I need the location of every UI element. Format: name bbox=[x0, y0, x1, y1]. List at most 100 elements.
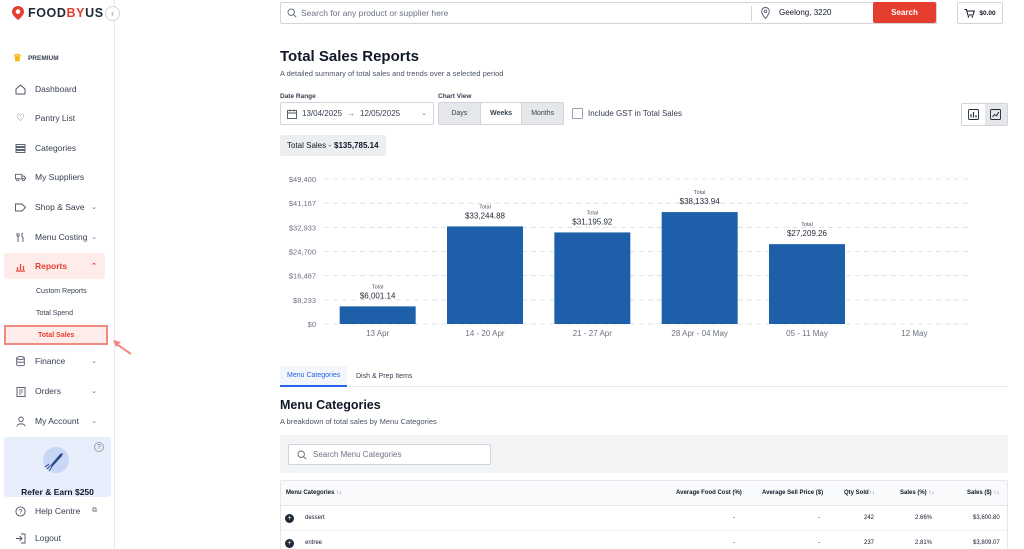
cell-sales-pct: 2.81% bbox=[915, 540, 933, 546]
checkbox-box[interactable] bbox=[572, 108, 583, 119]
heart-icon: ♡ bbox=[16, 112, 25, 124]
y-tick-label: $16,467 bbox=[289, 272, 316, 281]
sidebar-item-pantry-list[interactable]: ♡ Pantry List bbox=[4, 105, 105, 131]
tag-icon bbox=[15, 202, 26, 213]
x-tick-label: 14 - 20 Apr bbox=[465, 329, 504, 338]
total-sales-value: $135,785.14 bbox=[334, 141, 379, 150]
cell-sales: $3,600.80 bbox=[973, 515, 1000, 521]
chart-bar bbox=[661, 212, 738, 324]
sidebar-item-shop-save[interactable]: Shop & Save ⌄ bbox=[4, 194, 105, 220]
collapse-sidebar-button[interactable]: ‹ bbox=[105, 6, 120, 21]
y-tick-label: $24,700 bbox=[289, 248, 316, 257]
clipboard-icon bbox=[15, 386, 26, 397]
external-link-icon: ⧉ bbox=[92, 507, 97, 514]
chart-view-months[interactable]: Months bbox=[531, 110, 555, 117]
chevron-down-icon: ⌄ bbox=[421, 110, 427, 117]
table-row[interactable]: + dessert - - 242 2.66% $3,600.80 bbox=[281, 506, 1007, 531]
sidebar-item-label: Help Centre bbox=[35, 506, 81, 516]
sidebar-item-label: Dashboard bbox=[35, 84, 77, 94]
sidebar-item-help-centre[interactable]: ? Help Centre ⧉ bbox=[4, 498, 105, 524]
sidebar-item-menu-costing[interactable]: Menu Costing ⌄ bbox=[4, 224, 105, 250]
page-title: Total Sales Reports bbox=[280, 48, 419, 65]
crown-icon: ♛ bbox=[13, 53, 22, 64]
search-input[interactable]: Search for any product or supplier here bbox=[301, 8, 449, 18]
sidebar-item-logout[interactable]: Logout bbox=[4, 525, 105, 549]
chart-view-weeks[interactable]: Weeks bbox=[479, 103, 523, 124]
section-subtitle: A breakdown of total sales by Menu Categ… bbox=[280, 417, 437, 426]
y-tick-label: $32,933 bbox=[289, 223, 316, 232]
chart-view-toggle: Days Weeks Months bbox=[438, 102, 564, 125]
table-row[interactable]: + entree - - 237 2.81% $3,809.07 bbox=[281, 531, 1007, 549]
sort-icon: ↑↓ bbox=[928, 490, 935, 496]
logo-pin-icon bbox=[12, 6, 24, 20]
global-search-bar[interactable]: Search for any product or supplier here … bbox=[280, 2, 937, 24]
table-header: Menu Categories ↑↓ Average Food Cost (%)… bbox=[281, 481, 1007, 506]
total-sales-chip: Total Sales - $135,785.14 bbox=[280, 135, 386, 156]
bar-caption: Total bbox=[587, 210, 599, 216]
cart-total: $0.00 bbox=[979, 9, 996, 17]
sidebar-item-label: Categories bbox=[35, 143, 77, 153]
sidebar-item-my-suppliers[interactable]: My Suppliers bbox=[4, 164, 105, 190]
expand-row-icon[interactable]: + bbox=[285, 514, 294, 523]
sidebar-item-dashboard[interactable]: Dashboard bbox=[4, 76, 105, 102]
menu-categories-search-input[interactable]: Search Menu Categories bbox=[313, 450, 402, 459]
chart-icon bbox=[15, 261, 26, 272]
sidebar-item-label: Shop & Save bbox=[35, 202, 85, 212]
cell-sell-price: - bbox=[818, 515, 820, 521]
brand-logo[interactable]: FOODBYUS bbox=[12, 6, 104, 20]
bar-value-label: $33,244.88 bbox=[465, 211, 506, 220]
cart-icon bbox=[964, 8, 976, 18]
cell-food-cost: - bbox=[733, 515, 735, 521]
expand-row-icon[interactable]: + bbox=[285, 539, 294, 548]
line-chart-icon bbox=[990, 109, 1002, 120]
bar-chart-view-button[interactable] bbox=[962, 104, 985, 125]
annotation-arrow-icon bbox=[113, 340, 132, 355]
column-header-avg-sell-price[interactable]: Average Sell Price ($) bbox=[762, 490, 824, 496]
refer-earn-card[interactable]: ? Refer & Earn $250 bbox=[4, 437, 111, 497]
column-header-menu-categories[interactable]: Menu Categories ↑↓ bbox=[286, 490, 343, 496]
database-icon bbox=[15, 355, 26, 367]
column-header-qty-sold[interactable]: Qty Sold↑↓ bbox=[844, 490, 875, 496]
y-tick-label: $0 bbox=[308, 320, 316, 329]
menu-categories-search[interactable]: Search Menu Categories bbox=[288, 444, 491, 465]
chart-view-days[interactable]: Days bbox=[451, 110, 468, 117]
sidebar-item-my-account[interactable]: My Account ⌄ bbox=[4, 408, 105, 434]
chart-type-toggle bbox=[961, 103, 1008, 126]
sidebar-sub-total-spend[interactable]: Total Spend bbox=[36, 310, 73, 317]
question-circle-icon: ? bbox=[15, 505, 26, 517]
help-question-icon[interactable]: ? bbox=[94, 442, 104, 452]
bar-value-label: $6,001.14 bbox=[360, 291, 396, 300]
include-gst-checkbox[interactable]: Include GST in Total Sales bbox=[572, 108, 682, 119]
x-tick-label: 13 Apr bbox=[366, 329, 389, 338]
total-sales-label: Total Sales - bbox=[287, 141, 332, 150]
cart-button[interactable]: $0.00 bbox=[957, 2, 1003, 24]
location-selector[interactable]: Geelong, 3220 bbox=[779, 8, 832, 17]
report-tabs: Menu Categories Dish & Prep Items bbox=[280, 366, 1008, 387]
sidebar-item-reports[interactable]: Reports ⌃ bbox=[4, 253, 105, 279]
sidebar-item-orders[interactable]: Orders ⌄ bbox=[4, 378, 105, 404]
tab-menu-categories[interactable]: Menu Categories bbox=[280, 366, 348, 387]
search-button[interactable]: Search bbox=[873, 2, 936, 23]
sidebar-item-finance[interactable]: Finance ⌄ bbox=[4, 348, 105, 374]
column-header-avg-food-cost[interactable]: Average Food Cost (%) bbox=[676, 490, 742, 496]
tab-dish-prep-items[interactable]: Dish & Prep Items bbox=[356, 373, 413, 380]
chart-bar bbox=[447, 226, 523, 324]
cell-sales-pct: 2.66% bbox=[915, 515, 933, 521]
column-header-sales-dollars[interactable]: Sales ($) ↑↓ bbox=[967, 490, 1000, 496]
cell-sell-price: - bbox=[818, 540, 820, 546]
y-tick-label: $41,167 bbox=[289, 199, 316, 208]
total-sales-bar-chart: $0 $8,233 $16,467 $24,700 $32,933 $41,167 $49,… bbox=[289, 175, 968, 338]
sidebar-item-categories[interactable]: Categories bbox=[4, 135, 105, 161]
categories-icon bbox=[15, 143, 26, 154]
line-chart-view-button[interactable] bbox=[984, 104, 1007, 125]
chart-bar bbox=[769, 244, 845, 324]
sidebar-item-label: My Suppliers bbox=[35, 172, 85, 182]
sidebar-sub-custom-reports[interactable]: Custom Reports bbox=[36, 288, 87, 295]
sort-icon: ↑↓ bbox=[993, 490, 1000, 496]
date-range-picker[interactable]: 13/04/2025 → 12/05/2025 ⌄ bbox=[280, 102, 434, 125]
chevron-down-icon: ⌄ bbox=[91, 358, 97, 365]
column-header-sales-pct[interactable]: Sales (%) ↑↓ bbox=[900, 490, 935, 496]
x-tick-label: 05 - 11 May bbox=[786, 329, 828, 338]
chevron-down-icon: ⌄ bbox=[91, 388, 97, 395]
sidebar-sub-total-sales[interactable]: Total Sales bbox=[4, 325, 108, 345]
